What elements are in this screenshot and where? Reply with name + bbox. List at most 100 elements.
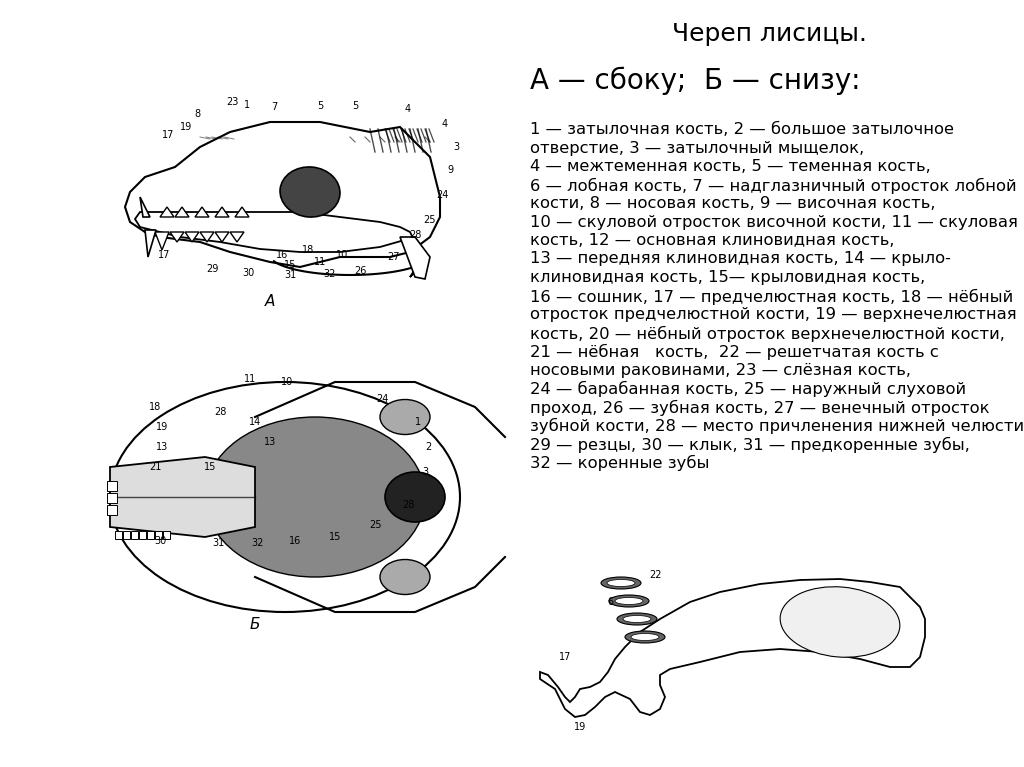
Text: 28: 28 (409, 230, 421, 240)
Text: кость, 20 — нёбный отросток верхнечелюстной кости,: кость, 20 — нёбный отросток верхнечелюст… (530, 325, 1005, 341)
Polygon shape (155, 232, 169, 250)
Text: 30: 30 (242, 268, 254, 278)
Polygon shape (215, 207, 229, 217)
Text: 19: 19 (573, 722, 586, 732)
Text: 24 — барабанная кость, 25 — наружный слуховой: 24 — барабанная кость, 25 — наружный слу… (530, 381, 966, 397)
Ellipse shape (380, 559, 430, 594)
Text: 15: 15 (204, 462, 216, 472)
Text: 30: 30 (154, 536, 166, 546)
Text: 13: 13 (264, 437, 276, 447)
Text: 7: 7 (271, 102, 278, 112)
Ellipse shape (625, 631, 665, 643)
Text: Б: Б (250, 617, 260, 632)
Text: клиновидная кость, 15— крыловидная кость,: клиновидная кость, 15— крыловидная кость… (530, 270, 926, 285)
Polygon shape (160, 207, 174, 217)
Text: А — сбоку;  Б — снизу:: А — сбоку; Б — снизу: (530, 67, 860, 95)
Text: 18: 18 (302, 245, 314, 255)
Text: 1: 1 (244, 100, 250, 110)
Text: А: А (265, 294, 275, 309)
Ellipse shape (615, 597, 643, 604)
Text: носовыми раковинами, 23 — слёзная кость,: носовыми раковинами, 23 — слёзная кость, (530, 363, 911, 377)
Polygon shape (234, 207, 249, 217)
Ellipse shape (385, 472, 445, 522)
Text: 31: 31 (212, 538, 224, 548)
Text: 28: 28 (401, 500, 414, 510)
Text: Череп лисицы.: Череп лисицы. (673, 22, 867, 46)
Text: отросток предчелюстной кости, 19 — верхнечелюстная: отросток предчелюстной кости, 19 — верхн… (530, 307, 1017, 322)
Bar (106, 481, 117, 491)
Text: 31: 31 (284, 270, 296, 280)
Bar (147, 531, 154, 539)
Text: 19: 19 (156, 422, 168, 432)
Text: 22: 22 (649, 570, 662, 580)
Ellipse shape (280, 167, 340, 217)
Text: 32 — коренные зубы: 32 — коренные зубы (530, 455, 710, 471)
Polygon shape (140, 197, 150, 217)
Text: 10 — скуловой отросток височной кости, 11 — скуловая: 10 — скуловой отросток височной кости, 1… (530, 215, 1018, 229)
Ellipse shape (205, 417, 425, 577)
Text: 11: 11 (244, 374, 256, 384)
Text: 3: 3 (422, 467, 428, 477)
Text: 16: 16 (275, 250, 288, 260)
Ellipse shape (607, 580, 635, 587)
Ellipse shape (623, 615, 651, 623)
Text: 29 — резцы, 30 — клык, 31 — предкоренные зубы,: 29 — резцы, 30 — клык, 31 — предкоренные… (530, 436, 970, 453)
Bar (163, 531, 170, 539)
Text: 13 — передняя клиновидная кость, 14 — крыло-: 13 — передняя клиновидная кость, 14 — кр… (530, 252, 951, 266)
Text: 25: 25 (369, 520, 381, 530)
Text: 1 — затылочная кость, 2 — большое затылочное: 1 — затылочная кость, 2 — большое затыло… (530, 122, 954, 137)
Text: 17: 17 (559, 652, 571, 662)
Polygon shape (215, 232, 229, 242)
Ellipse shape (617, 613, 657, 625)
Polygon shape (230, 232, 244, 242)
Text: 25: 25 (423, 215, 435, 225)
Text: 8: 8 (194, 109, 200, 119)
Text: 24: 24 (376, 394, 388, 404)
Text: 23: 23 (226, 97, 239, 107)
Text: 17: 17 (158, 250, 170, 260)
Text: кости, 8 — носовая кость, 9 — височная кость,: кости, 8 — носовая кость, 9 — височная к… (530, 196, 936, 211)
Polygon shape (185, 232, 199, 242)
Text: 4: 4 (404, 104, 411, 114)
Text: 18: 18 (148, 402, 161, 412)
Bar (115, 531, 122, 539)
Ellipse shape (609, 595, 649, 607)
Text: 10: 10 (281, 377, 293, 387)
Ellipse shape (380, 400, 430, 434)
Text: кость, 12 — основная клиновидная кость,: кость, 12 — основная клиновидная кость, (530, 233, 895, 248)
Text: 27: 27 (388, 252, 400, 262)
Text: зубной кости, 28 — место причленения нижней челюсти,: зубной кости, 28 — место причленения ниж… (530, 418, 1024, 434)
Text: 6: 6 (607, 597, 613, 607)
Text: проход, 26 — зубная кость, 27 — венечный отросток: проход, 26 — зубная кость, 27 — венечный… (530, 400, 989, 416)
Text: 15: 15 (284, 260, 296, 270)
Text: 32: 32 (251, 538, 263, 548)
Text: 21: 21 (148, 462, 161, 472)
Polygon shape (200, 232, 214, 242)
Text: 6 — лобная кость, 7 — надглазничный отросток лобной: 6 — лобная кость, 7 — надглазничный отро… (530, 177, 1017, 193)
Bar (123, 531, 130, 539)
Text: 3: 3 (453, 142, 459, 152)
Ellipse shape (631, 634, 659, 640)
Text: отверстие, 3 — затылочный мыщелок,: отверстие, 3 — затылочный мыщелок, (530, 140, 864, 156)
Ellipse shape (780, 587, 900, 657)
Text: 2: 2 (425, 442, 431, 452)
Text: 32: 32 (324, 269, 336, 279)
Bar (139, 531, 146, 539)
Polygon shape (145, 230, 156, 257)
Text: 15: 15 (329, 532, 341, 542)
Text: 16: 16 (289, 536, 301, 546)
Bar (106, 505, 117, 515)
Bar (131, 531, 138, 539)
Polygon shape (195, 207, 209, 217)
Bar (106, 493, 117, 503)
Text: 29: 29 (206, 264, 218, 274)
Text: 28: 28 (214, 407, 226, 417)
Text: 17: 17 (162, 130, 174, 140)
Polygon shape (175, 207, 189, 217)
Text: 24: 24 (436, 190, 449, 200)
Text: 4: 4 (442, 119, 449, 129)
Bar (155, 531, 162, 539)
Ellipse shape (110, 382, 460, 612)
Text: 9: 9 (446, 165, 453, 175)
Text: 1: 1 (415, 417, 421, 427)
